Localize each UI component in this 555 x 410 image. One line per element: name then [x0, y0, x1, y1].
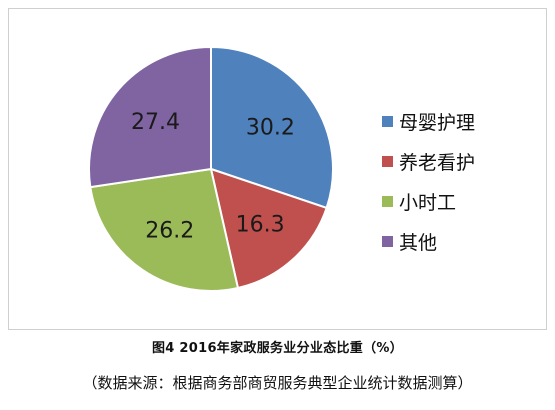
legend-swatch: [382, 155, 393, 167]
data-label-muying: 30.2: [246, 115, 295, 140]
data-source-note: （数据来源：根据商务部商贸服务典型企业统计数据测算）: [82, 374, 473, 392]
legend-item-qita: 其他: [382, 221, 532, 261]
pie-slice-qita: [87, 45, 212, 189]
legend-item-xiaoshigong: 小时工: [382, 181, 532, 221]
pie-slice-yanglao: [209, 167, 328, 290]
data-label-qita: 27.4: [131, 110, 180, 135]
data-label-yanglao: 16.3: [236, 212, 285, 237]
figure-caption: 图4 2016年家政服务业分业态比重（%）: [151, 341, 404, 356]
legend-swatch: [382, 235, 393, 247]
legend: 母婴护理 养老看护 小时工 其他: [382, 101, 532, 261]
pie-slice-xiaoshigong: [89, 167, 240, 292]
legend-swatch: [382, 195, 393, 207]
data-label-xiaoshigong: 26.2: [145, 218, 194, 243]
legend-label: 养老看护: [399, 151, 476, 174]
pie-slice-muying: [210, 45, 334, 210]
legend-label: 小时工: [399, 191, 457, 214]
legend-swatch: [382, 115, 393, 127]
legend-label: 母婴护理: [399, 111, 476, 134]
legend-item-muying: 母婴护理: [382, 101, 532, 141]
pie-chart: 30.2 16.3 26.2 27.4: [87, 45, 334, 292]
chart-frame: 30.2 16.3 26.2 27.4 母婴护理 养老看护 小时工 其他: [8, 8, 547, 330]
legend-label: 其他: [399, 231, 438, 254]
legend-item-yanglao: 养老看护: [382, 141, 532, 181]
